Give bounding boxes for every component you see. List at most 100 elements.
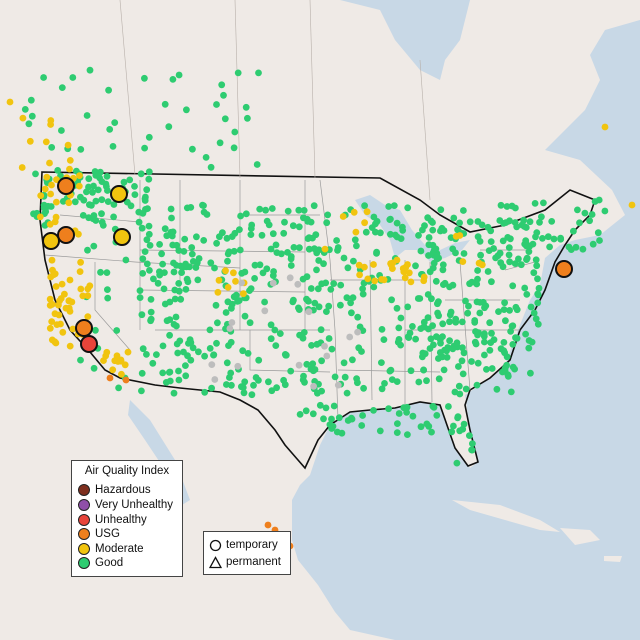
cuba	[452, 500, 560, 532]
station-good	[462, 297, 469, 305]
station-good	[228, 381, 235, 389]
station-good	[502, 317, 509, 325]
station-good	[415, 378, 423, 386]
station-good	[464, 309, 472, 317]
station-good	[497, 259, 505, 267]
station-good	[213, 339, 220, 347]
station-good	[447, 234, 455, 242]
station-moderate	[48, 181, 55, 189]
station-moderate[interactable]	[113, 228, 131, 246]
station-good	[256, 205, 264, 213]
station-good	[83, 112, 91, 119]
station-good	[446, 283, 453, 291]
station-good	[417, 247, 425, 255]
station-good	[248, 221, 256, 229]
station-good	[348, 309, 355, 317]
station-good	[79, 212, 87, 219]
station-good	[143, 236, 151, 244]
station-good	[98, 218, 106, 226]
station-good	[303, 360, 311, 368]
station-good	[466, 432, 473, 439]
station-usg	[264, 521, 272, 529]
station-good	[255, 356, 263, 364]
station-good	[370, 283, 378, 291]
station-good	[462, 385, 470, 393]
station-moderate	[66, 165, 73, 173]
station-moderate	[18, 164, 26, 171]
station-good	[201, 388, 209, 396]
station-good	[188, 250, 196, 258]
station-good	[450, 422, 457, 430]
station-good	[175, 247, 183, 254]
station-good	[325, 335, 333, 342]
station-moderate[interactable]	[110, 185, 128, 203]
station-good	[349, 356, 356, 364]
station-good	[71, 198, 79, 206]
station-moderate	[76, 172, 83, 180]
station-good	[360, 384, 367, 392]
station-good	[111, 119, 119, 126]
station-good	[576, 219, 583, 227]
station-good	[434, 300, 441, 308]
station-moderate	[77, 258, 84, 266]
station-good	[493, 385, 501, 393]
station-good	[154, 279, 162, 287]
station-good	[481, 338, 488, 346]
station-good	[305, 245, 313, 253]
station-good	[231, 229, 239, 237]
station-moderate	[77, 285, 85, 293]
station-moderate	[401, 274, 409, 282]
station-good	[213, 239, 221, 247]
station-good	[425, 422, 433, 430]
station-no-data	[261, 307, 269, 315]
station-good	[147, 317, 155, 325]
station-good	[456, 219, 463, 227]
station-good	[503, 203, 511, 210]
station-good	[174, 349, 182, 357]
station-moderate	[378, 276, 385, 283]
station-moderate	[62, 304, 70, 312]
station-moderate	[53, 198, 60, 206]
station-moderate	[58, 280, 66, 288]
station-good	[147, 308, 155, 316]
station-good	[173, 241, 181, 249]
station-good	[89, 188, 96, 196]
station-good	[460, 250, 468, 257]
station-moderate	[222, 267, 229, 275]
station-moderate	[61, 290, 68, 298]
station-good	[419, 349, 427, 357]
great-lakes	[355, 195, 470, 262]
station-good	[267, 245, 275, 253]
station-good	[557, 234, 564, 242]
station-usg[interactable]	[75, 319, 93, 337]
station-good	[295, 223, 303, 231]
station-good	[221, 115, 229, 123]
station-good	[456, 427, 464, 435]
station-good	[353, 242, 360, 250]
station-good	[255, 69, 262, 77]
station-usg[interactable]	[555, 260, 573, 278]
station-moderate[interactable]	[42, 232, 60, 250]
station-usg[interactable]	[57, 177, 75, 195]
station-good	[474, 359, 482, 367]
station-good	[509, 341, 517, 348]
station-good	[344, 264, 352, 272]
station-moderate	[232, 277, 239, 285]
station-good	[289, 222, 297, 230]
station-good	[21, 106, 29, 113]
station-good	[487, 238, 495, 246]
station-good	[272, 342, 280, 349]
station-good	[469, 440, 476, 447]
station-good	[448, 428, 456, 436]
station-good	[135, 218, 143, 226]
station-usg[interactable]	[57, 226, 75, 244]
station-good	[141, 74, 148, 82]
station-unhealthy[interactable]	[80, 335, 98, 353]
station-good	[417, 423, 425, 431]
station-good	[236, 246, 244, 254]
station-good	[161, 225, 169, 233]
station-good	[337, 301, 344, 309]
station-good	[104, 294, 112, 302]
station-good	[58, 127, 65, 134]
station-good	[244, 350, 252, 357]
